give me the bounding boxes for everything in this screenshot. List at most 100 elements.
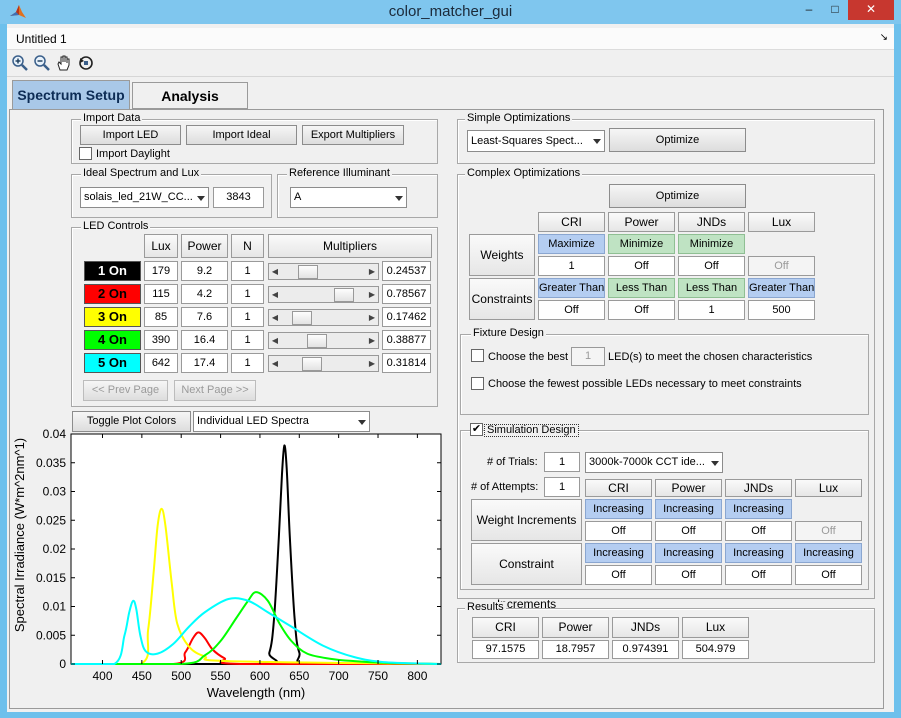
- arrow-left-icon[interactable]: ◀: [271, 359, 279, 368]
- trials-input[interactable]: 1: [544, 452, 580, 472]
- constraint-increment-button-0[interactable]: Increasing: [585, 543, 652, 563]
- weight-increment-input-3[interactable]: Off: [795, 521, 862, 541]
- attempts-input[interactable]: 1: [544, 477, 580, 497]
- weight-increment-input-0[interactable]: Off: [585, 521, 652, 541]
- zoom-out-icon[interactable]: [33, 54, 51, 72]
- toggle-plot-colors-button[interactable]: Toggle Plot Colors: [72, 411, 191, 432]
- constraint-value-input-2[interactable]: 1: [678, 300, 745, 320]
- led-2-toggle-button[interactable]: 2 On: [84, 284, 141, 304]
- constraint-increment-button-1[interactable]: Increasing: [655, 543, 722, 563]
- multiplier-value[interactable]: 0.78567: [382, 284, 431, 304]
- import-daylight-checkbox[interactable]: [79, 147, 92, 160]
- tab-spectrum-setup[interactable]: Spectrum Setup: [12, 80, 130, 110]
- slider-thumb[interactable]: [297, 265, 318, 279]
- weight-mode-button-0[interactable]: Maximize: [538, 234, 605, 254]
- slider-thumb[interactable]: [307, 334, 328, 348]
- arrow-left-icon[interactable]: ◀: [271, 290, 279, 299]
- weight-value-input-0[interactable]: 1: [538, 256, 605, 276]
- arrow-right-icon[interactable]: ▶: [368, 290, 376, 299]
- simulation-preset-select[interactable]: 3000k-7000k CCT ide...: [585, 452, 723, 473]
- import-ideal-button[interactable]: Import Ideal: [186, 125, 297, 145]
- arrow-left-icon[interactable]: ◀: [271, 267, 279, 276]
- complex-optimize-button[interactable]: Optimize: [609, 184, 746, 208]
- prev-page-button[interactable]: << Prev Page: [83, 380, 168, 401]
- led-n-input[interactable]: 1: [231, 330, 264, 350]
- constraint-mode-button-0[interactable]: Greater Than: [538, 278, 605, 298]
- weight-mode-button-2[interactable]: Minimize: [678, 234, 745, 254]
- multiplier-slider[interactable]: ◀ ▶: [268, 309, 379, 326]
- simple-optimizations-group: [457, 119, 875, 164]
- multiplier-value[interactable]: 0.31814: [382, 353, 431, 373]
- constraint-mode-button-1[interactable]: Less Than: [608, 278, 675, 298]
- slider-thumb[interactable]: [292, 311, 313, 325]
- constraint-mode-button-3[interactable]: Greater Than: [748, 278, 815, 298]
- ideal-lux-input[interactable]: 3843: [213, 187, 264, 208]
- rotate-3d-icon[interactable]: [77, 54, 95, 72]
- arrow-left-icon[interactable]: ◀: [271, 336, 279, 345]
- constraint-value-input-1[interactable]: Off: [608, 300, 675, 320]
- multiplier-slider[interactable]: ◀ ▶: [268, 332, 379, 349]
- simple-optimize-button[interactable]: Optimize: [609, 128, 746, 152]
- simple-method-select[interactable]: Least-Squares Spect...: [467, 130, 605, 152]
- arrow-left-icon[interactable]: ◀: [271, 313, 279, 322]
- led-4-toggle-button[interactable]: 4 On: [84, 330, 141, 350]
- multiplier-slider[interactable]: ◀ ▶: [268, 355, 379, 372]
- tab-analysis[interactable]: Analysis: [132, 82, 248, 109]
- constraint-increment-input-0[interactable]: Off: [585, 565, 652, 585]
- multiplier-slider[interactable]: ◀ ▶: [268, 263, 379, 280]
- weight-value-input-1[interactable]: Off: [608, 256, 675, 276]
- weight-value-input-2[interactable]: Off: [678, 256, 745, 276]
- best-count-input[interactable]: 1: [571, 347, 605, 366]
- checkmark-icon: ✔: [471, 423, 482, 435]
- constraint-mode-button-2[interactable]: Less Than: [678, 278, 745, 298]
- spectrum-plot-area[interactable]: [71, 434, 441, 664]
- import-led-button[interactable]: Import LED: [80, 125, 181, 145]
- led-n-input[interactable]: 1: [231, 261, 264, 281]
- arrow-right-icon[interactable]: ▶: [368, 336, 376, 345]
- plot-mode-select[interactable]: Individual LED Spectra: [193, 411, 370, 432]
- multiplier-value[interactable]: 0.17462: [382, 307, 431, 327]
- export-multipliers-button[interactable]: Export Multipliers: [302, 125, 404, 145]
- close-button[interactable]: ✕: [848, 0, 894, 20]
- reference-illuminant-select[interactable]: A: [290, 187, 407, 208]
- arrow-right-icon[interactable]: ▶: [368, 313, 376, 322]
- zoom-in-icon[interactable]: [11, 54, 29, 72]
- pan-hand-icon[interactable]: [55, 54, 73, 72]
- ideal-spectrum-select[interactable]: solais_led_21W_CC...: [80, 187, 209, 208]
- multiplier-value[interactable]: 0.24537: [382, 261, 431, 281]
- led-5-toggle-button[interactable]: 5 On: [84, 353, 141, 373]
- multiplier-slider[interactable]: ◀ ▶: [268, 286, 379, 303]
- weight-mode-button-1[interactable]: Minimize: [608, 234, 675, 254]
- led-n-input[interactable]: 1: [231, 353, 264, 373]
- multiplier-value[interactable]: 0.38877: [382, 330, 431, 350]
- arrow-right-icon[interactable]: ▶: [368, 267, 376, 276]
- constraint-increment-input-3[interactable]: Off: [795, 565, 862, 585]
- weight-increment-button-0[interactable]: Increasing: [585, 499, 652, 519]
- slider-thumb[interactable]: [333, 288, 354, 302]
- choose-best-checkbox[interactable]: [471, 349, 484, 362]
- weight-value-input-3[interactable]: Off: [748, 256, 815, 276]
- weight-increment-button-1[interactable]: Increasing: [655, 499, 722, 519]
- maximize-button[interactable]: □: [822, 0, 848, 20]
- constraint-increment-button-3[interactable]: Increasing: [795, 543, 862, 563]
- constraint-increment-button-2[interactable]: Increasing: [725, 543, 792, 563]
- constraint-value-input-0[interactable]: Off: [538, 300, 605, 320]
- constraint-increment-input-2[interactable]: Off: [725, 565, 792, 585]
- slider-thumb[interactable]: [302, 357, 323, 371]
- undock-icon[interactable]: ↘: [879, 32, 888, 43]
- constraint-value-input-3[interactable]: 500: [748, 300, 815, 320]
- choose-fewest-checkbox[interactable]: [471, 377, 484, 390]
- weight-increment-input-1[interactable]: Off: [655, 521, 722, 541]
- next-page-button[interactable]: Next Page >>: [174, 380, 256, 401]
- arrow-right-icon[interactable]: ▶: [368, 359, 376, 368]
- x-tick-label: 550: [211, 669, 231, 683]
- led-3-toggle-button[interactable]: 3 On: [84, 307, 141, 327]
- constraint-increment-input-1[interactable]: Off: [655, 565, 722, 585]
- led-1-toggle-button[interactable]: 1 On: [84, 261, 141, 281]
- led-n-input[interactable]: 1: [231, 284, 264, 304]
- minimize-button[interactable]: –: [796, 0, 822, 20]
- weight-increment-button-2[interactable]: Increasing: [725, 499, 792, 519]
- led-n-input[interactable]: 1: [231, 307, 264, 327]
- weight-increment-input-2[interactable]: Off: [725, 521, 792, 541]
- simulation-design-checkbox[interactable]: ✔: [470, 423, 483, 436]
